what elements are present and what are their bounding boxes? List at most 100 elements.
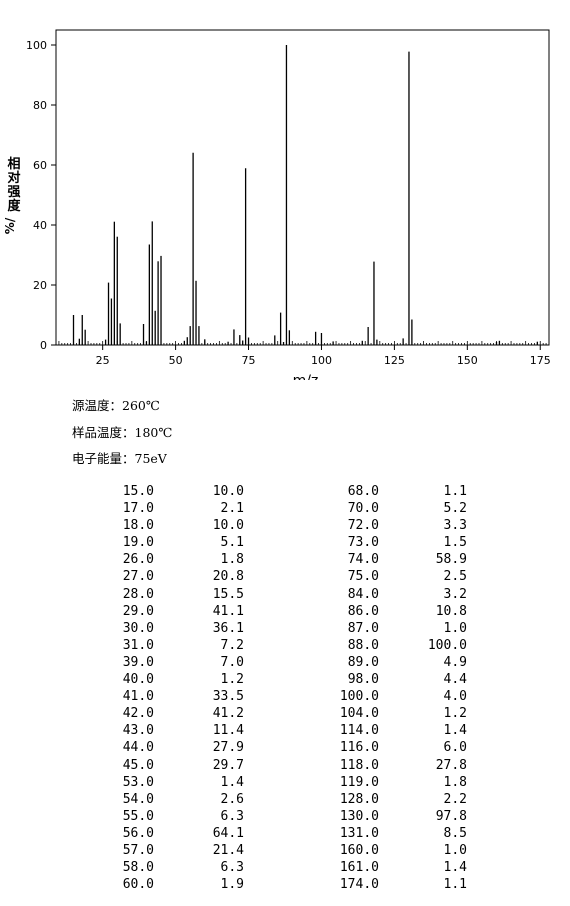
sample-temperature: 样品温度：180℃ [72, 424, 173, 440]
peak-table-row: 56.0 64.1 [100, 825, 244, 842]
peak-intensity: 100.0 [427, 637, 467, 653]
peak-intensity: 5.1 [220, 535, 244, 551]
peak-table-row: 28.0 15.5 [100, 586, 244, 603]
peak-table-row: 30.0 36.1 [100, 620, 244, 637]
peak-table-row: 98.0 4.4 [325, 671, 467, 688]
x-tick-label: 75 [242, 354, 256, 367]
peak-intensity: 1.5 [443, 535, 467, 551]
plot-frame [55, 29, 550, 346]
peak-mz: 114.0 [339, 723, 379, 739]
peak-table-row: 84.0 3.2 [325, 586, 467, 603]
peak-table-row: 15.0 10.0 [100, 483, 244, 500]
peak-table-row: 57.0 21.4 [100, 842, 244, 859]
peak-intensity: 41.2 [212, 706, 244, 722]
peak-mz: 104.0 [339, 706, 379, 722]
peak-mz: 15.0 [122, 484, 154, 499]
y-tick-label: 60 [33, 159, 47, 172]
peak-table-row: 72.0 3.3 [325, 517, 467, 534]
peak-mz: 26.0 [122, 552, 154, 568]
peak-mz: 118.0 [339, 757, 379, 773]
peak-mz: 54.0 [122, 791, 154, 807]
x-axis-label: m/z [293, 373, 319, 380]
y-axis-label-char: 强 [7, 185, 20, 200]
peak-table-row: 88.0 100.0 [325, 637, 467, 654]
peak-mz: 17.0 [122, 501, 154, 517]
peak-mz: 84.0 [347, 586, 379, 602]
peak-intensity: 1.8 [220, 552, 244, 568]
y-tick-label: 0 [40, 339, 47, 352]
peak-mz: 60.0 [122, 877, 154, 893]
peak-intensity: 10.8 [435, 603, 467, 619]
peak-mz: 86.0 [347, 603, 379, 619]
peak-intensity: 6.0 [443, 740, 467, 756]
peak-intensity: 3.2 [443, 586, 467, 602]
peak-table-row: 86.0 10.8 [325, 603, 467, 620]
peak-mz: 160.0 [339, 842, 379, 858]
peak-table-row: 87.0 1.0 [325, 620, 467, 637]
peak-table-row: 45.0 29.7 [100, 757, 244, 774]
peak-intensity: 5.2 [443, 501, 467, 517]
peak-mz: 18.0 [122, 518, 154, 534]
peak-table-row: 42.0 41.2 [100, 705, 244, 722]
peak-intensity: 2.5 [443, 569, 467, 585]
peak-mz: 88.0 [347, 637, 379, 653]
peak-mz: 43.0 [122, 723, 154, 739]
peak-intensity: 4.0 [443, 689, 467, 705]
peak-mz: 19.0 [122, 535, 154, 551]
peak-intensity: 2.6 [220, 791, 244, 807]
electron-energy: 电子能量：75eV [72, 451, 167, 466]
peak-intensity: 1.8 [443, 774, 467, 790]
peak-mz: 28.0 [122, 586, 154, 602]
peak-table-row: 29.0 41.1 [100, 603, 244, 620]
peak-intensity: 10.0 [212, 484, 244, 499]
peak-mz: 116.0 [339, 740, 379, 756]
peak-table-row: 74.0 58.9 [325, 551, 467, 568]
peak-mz: 75.0 [347, 569, 379, 585]
peak-table-row: 26.0 1.8 [100, 551, 244, 568]
peak-intensity: 4.9 [443, 654, 467, 670]
peak-table-left: 15.0 10.0 17.0 2.1 18.0 10.0 19.0 5.1 26.0 1.8 27.… [100, 483, 244, 893]
peak-mz: 130.0 [339, 808, 379, 824]
peak-table-row: 54.0 2.6 [100, 791, 244, 808]
peak-intensity: 1.1 [443, 877, 467, 893]
peak-table-row: 174.0 1.1 [325, 876, 467, 893]
peak-mz: 55.0 [122, 808, 154, 824]
peak-mz: 53.0 [122, 774, 154, 790]
y-tick-label: 20 [33, 279, 47, 292]
peak-table-row: 68.0 1.1 [325, 483, 467, 500]
peak-table-row: 75.0 2.5 [325, 568, 467, 585]
peak-mz: 89.0 [347, 654, 379, 670]
peak-table-row: 116.0 6.0 [325, 739, 467, 756]
peak-table-row: 18.0 10.0 [100, 517, 244, 534]
peak-mz: 41.0 [122, 689, 154, 705]
peak-mz: 72.0 [347, 518, 379, 534]
peak-intensity: 1.0 [443, 842, 467, 858]
peak-intensity: 4.4 [443, 672, 467, 688]
peak-mz: 39.0 [122, 654, 154, 670]
peak-intensity: 2.2 [443, 791, 467, 807]
y-axis-unit: %/ [3, 217, 17, 234]
x-tick-label: 25 [96, 354, 110, 367]
peak-intensity: 29.7 [212, 757, 244, 773]
acquisition-conditions: 源温度：260℃ 样品温度：180℃ 电子能量：75eV [72, 393, 172, 473]
peak-table-row: 104.0 1.2 [325, 705, 467, 722]
peak-intensity: 27.9 [212, 740, 244, 756]
peak-mz: 56.0 [122, 825, 154, 841]
peak-mz: 27.0 [122, 569, 154, 585]
peak-intensity: 1.1 [443, 484, 467, 499]
peak-table-right: 68.0 1.1 70.0 5.2 72.0 3.3 73.0 1.5 74.0 58.9 75.0… [325, 483, 467, 893]
peak-mz: 87.0 [347, 620, 379, 636]
peak-mz: 74.0 [347, 552, 379, 568]
peak-intensity: 3.3 [443, 518, 467, 534]
y-tick-label: 100 [26, 39, 47, 52]
source-temperature: 源温度：260℃ [72, 398, 160, 413]
peak-mz: 42.0 [122, 706, 154, 722]
peak-table-row: 41.0 33.5 [100, 688, 244, 705]
peak-table-row: 44.0 27.9 [100, 739, 244, 756]
peak-intensity: 7.0 [220, 654, 244, 670]
peak-mz: 161.0 [339, 860, 379, 876]
peak-intensity: 33.5 [212, 689, 244, 705]
peak-mz: 73.0 [347, 535, 379, 551]
peak-table-row: 118.0 27.8 [325, 757, 467, 774]
peak-table-row: 89.0 4.9 [325, 654, 467, 671]
